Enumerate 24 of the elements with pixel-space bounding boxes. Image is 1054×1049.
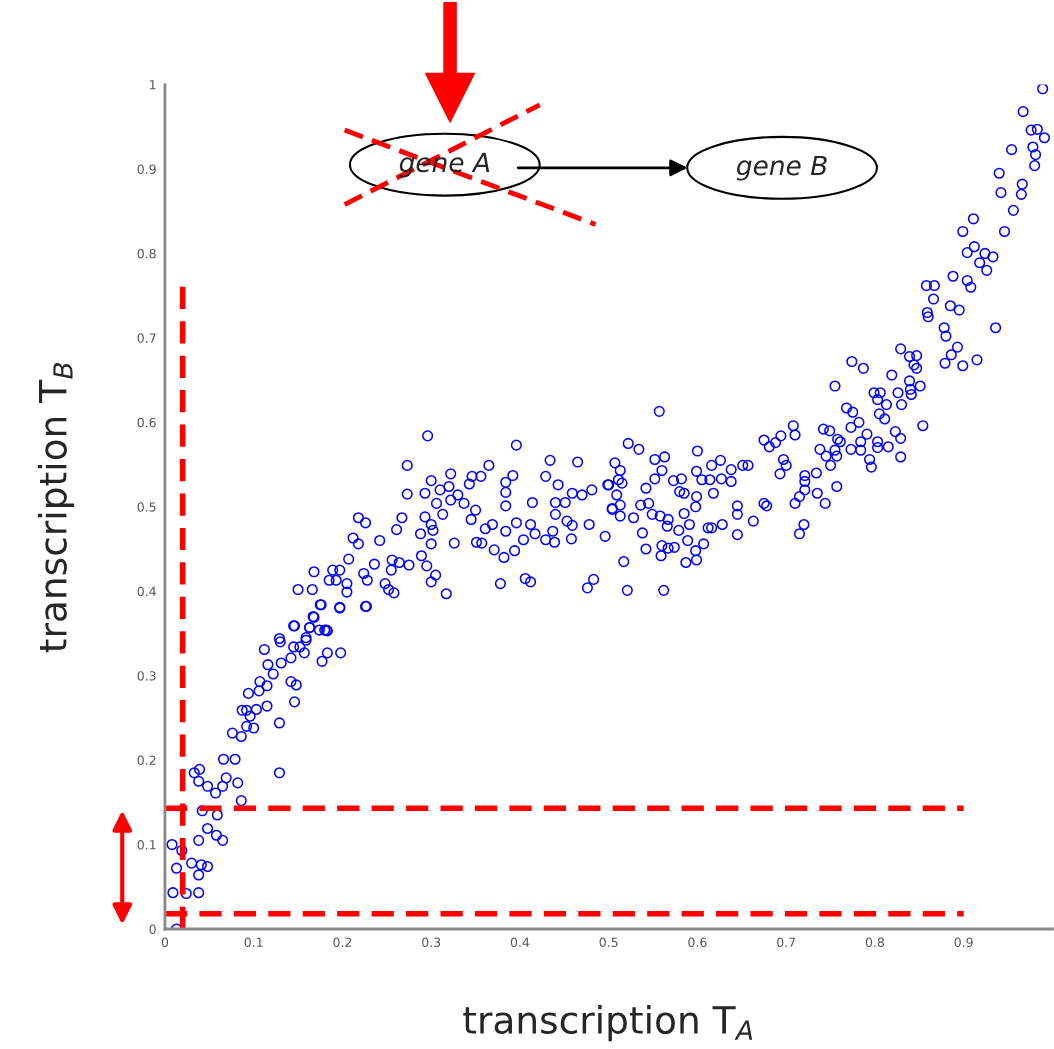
x-tick-label: 0	[161, 937, 169, 947]
x-tick-label: 0.8	[865, 937, 885, 947]
x-axis-title: transcription T$_{A}$	[463, 1004, 753, 1042]
x-tick-label: 0.5	[599, 937, 618, 947]
x-tick-label: 0.2	[333, 937, 352, 947]
x-tick-label: 0.3	[422, 937, 441, 947]
y-tick-label: 0.6	[137, 417, 156, 428]
x-tick-label: 0.7	[777, 937, 796, 947]
y-axis-title: transcription T$_{B}$	[37, 363, 75, 653]
x-tick-label: 0.6	[688, 937, 707, 947]
y-tick-label: 1	[150, 80, 156, 90]
y-tick-label: 0.2	[137, 755, 156, 766]
y-tick-label: 0.3	[137, 671, 156, 681]
y-tick-label: 0.7	[137, 333, 156, 343]
y-tick-label: 0.1	[137, 840, 156, 850]
annotation: gene B	[736, 155, 827, 181]
y-tick-label: 0	[149, 924, 156, 934]
x-tick-label: 0.4	[510, 937, 530, 947]
x-tick-label: 0.1	[244, 937, 263, 947]
y-tick-label: 0.8	[137, 248, 156, 259]
y-tick-label: 0.9	[137, 164, 156, 174]
x-tick-label: 0.9	[954, 937, 973, 947]
y-tick-label: 0.5	[137, 502, 156, 512]
y-tick-label: 0.4	[137, 586, 156, 597]
